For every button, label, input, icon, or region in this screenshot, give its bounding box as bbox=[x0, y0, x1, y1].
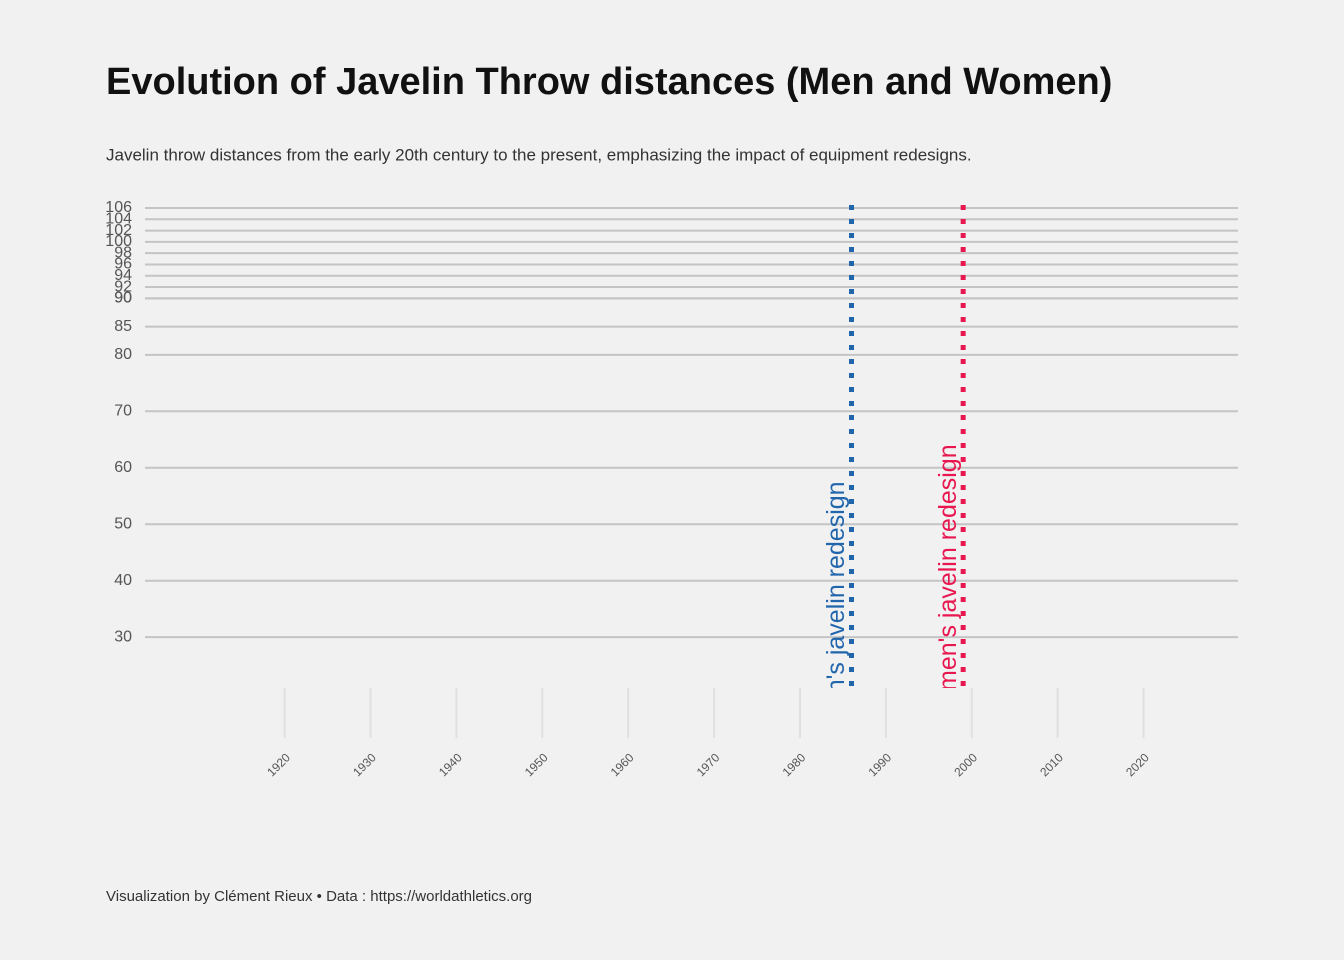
y-tick-label: 106 bbox=[105, 199, 132, 216]
y-tick-label: 30 bbox=[114, 628, 132, 645]
y-tick-label: 85 bbox=[114, 318, 132, 335]
y-tick-label: 70 bbox=[114, 403, 132, 420]
chart-subtitle: Javelin throw distances from the early 2… bbox=[106, 145, 972, 164]
y-tick-label: 80 bbox=[114, 346, 132, 363]
annotations: Men's javelin redesign Women's javelin re… bbox=[822, 205, 966, 728]
y-tick-label: 98 bbox=[114, 244, 132, 261]
y-tick-label: 94 bbox=[114, 267, 132, 284]
y-tick-label: 50 bbox=[114, 515, 132, 532]
chart-caption: Visualization by Clément Rieux • Data : … bbox=[106, 888, 532, 905]
y-tick-label: 90 bbox=[114, 290, 132, 307]
chart-title: Evolution of Javelin Throw distances (Me… bbox=[106, 61, 1112, 103]
y-tick-label: 104 bbox=[105, 211, 132, 228]
y-tick-label: 60 bbox=[114, 459, 132, 476]
y-tick-label: 102 bbox=[105, 222, 132, 239]
y-tick-label: 92 bbox=[114, 278, 132, 295]
y-tick-label: 90 bbox=[114, 290, 132, 307]
redesign-label: Men's javelin redesign bbox=[822, 481, 850, 728]
y-tick-label: 40 bbox=[114, 572, 132, 589]
y-tick-label: 100 bbox=[105, 233, 132, 250]
y-tick-label: 96 bbox=[114, 256, 132, 273]
redesign-label: Women's javelin redesign bbox=[934, 444, 962, 728]
